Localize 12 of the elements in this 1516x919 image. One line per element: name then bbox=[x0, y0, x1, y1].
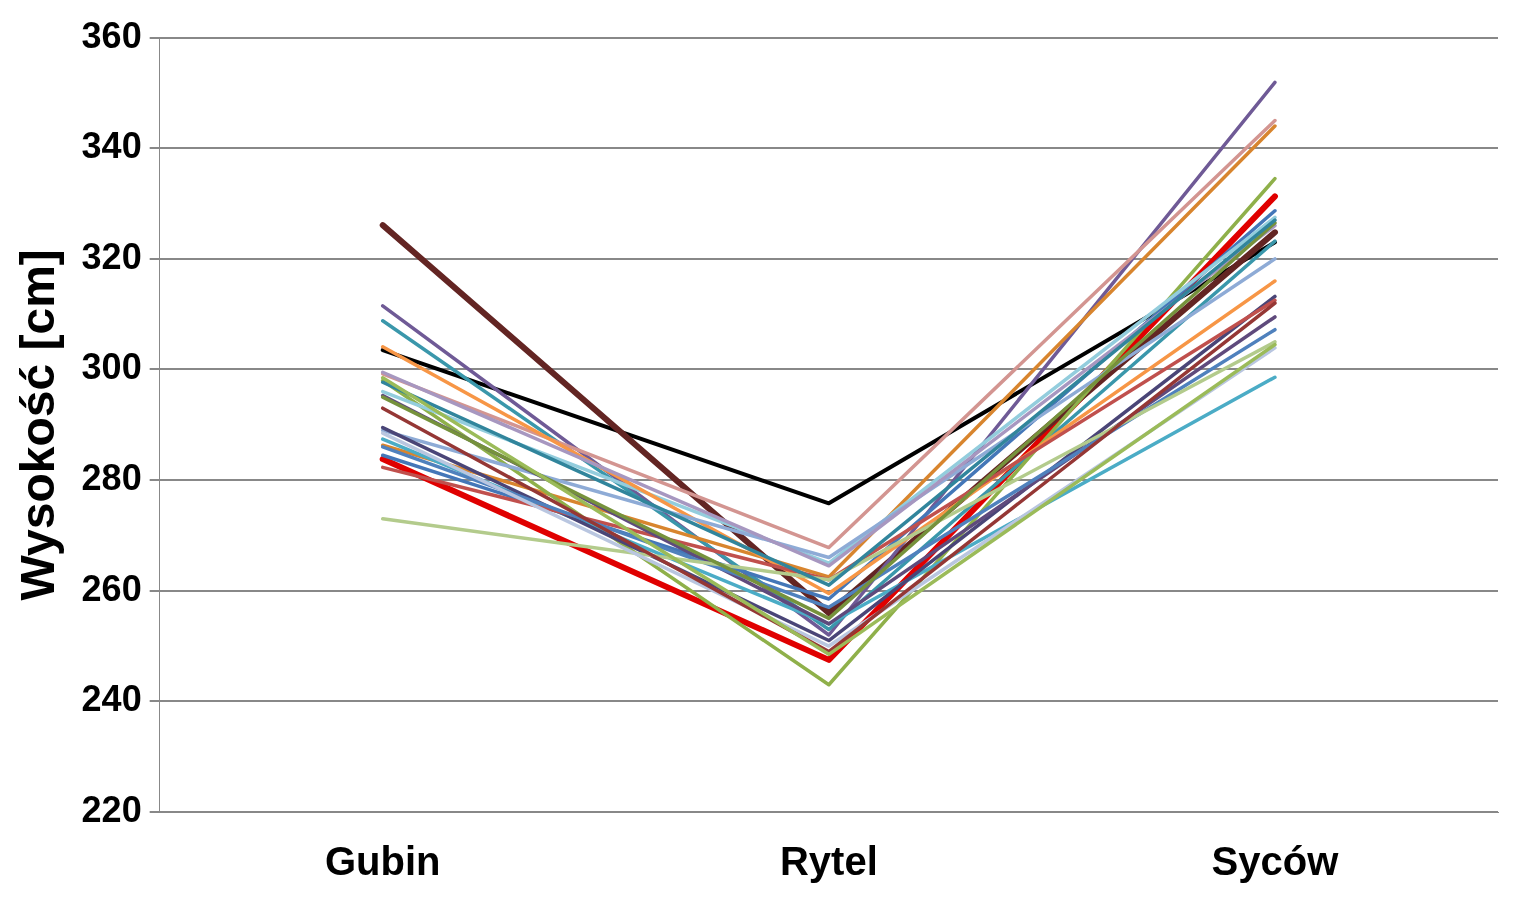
y-tick-label: 240 bbox=[81, 678, 142, 720]
x-tick-label: Syców bbox=[1211, 839, 1340, 884]
y-tick-label: 360 bbox=[81, 14, 142, 56]
y-tick-label: 280 bbox=[81, 457, 142, 499]
y-axis-title: Wysokość [cm] bbox=[11, 249, 65, 601]
y-tick-label: 300 bbox=[81, 346, 142, 388]
y-tick-label: 320 bbox=[81, 235, 142, 277]
x-tick-label: Gubin bbox=[324, 839, 441, 884]
y-tick-label: 340 bbox=[81, 125, 142, 167]
y-tick-label: 220 bbox=[81, 788, 142, 830]
y-tick-label: 260 bbox=[81, 567, 142, 609]
x-tick-label: Rytel bbox=[779, 839, 878, 884]
